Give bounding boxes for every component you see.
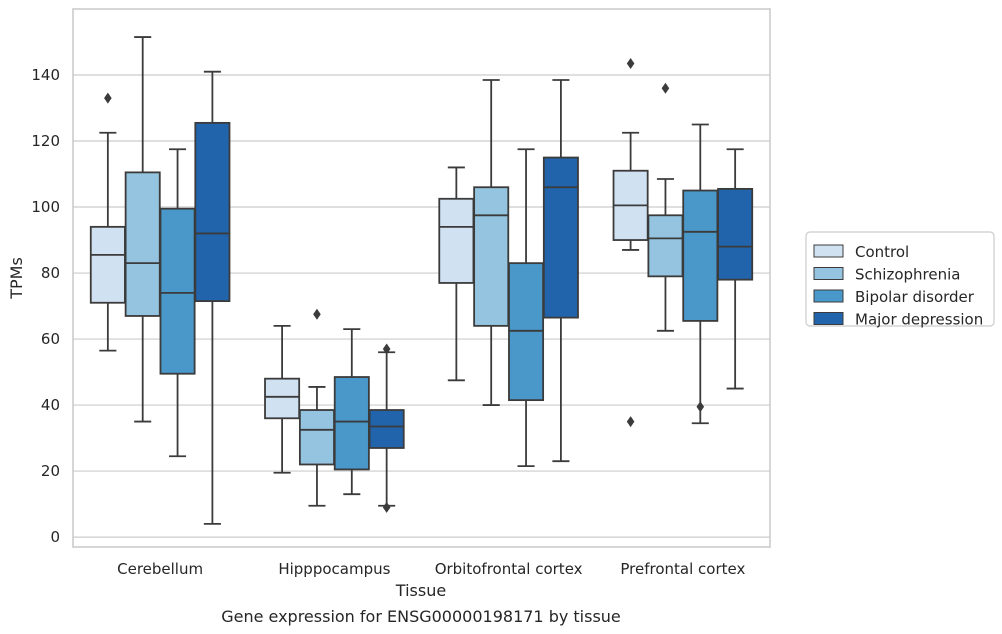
box-schizophrenia-3 bbox=[647, 82, 684, 332]
box-bipolar-disorder-2 bbox=[508, 148, 545, 468]
box-schizophrenia-1 bbox=[298, 308, 335, 507]
iqr-box bbox=[264, 377, 301, 420]
legend-swatch bbox=[813, 289, 844, 303]
y-axis-label: TPMs bbox=[7, 257, 26, 300]
box-bipolar-disorder-3 bbox=[682, 123, 719, 425]
iqr-box bbox=[647, 214, 684, 278]
chart-caption: Gene expression for ENSG00000198171 by t… bbox=[221, 607, 621, 626]
outlier-point bbox=[626, 416, 635, 428]
box-bipolar-disorder-0 bbox=[159, 148, 196, 458]
y-tick-label: 60 bbox=[41, 330, 60, 348]
box-schizophrenia-2 bbox=[473, 79, 510, 406]
iqr-box bbox=[473, 186, 510, 327]
outlier-point bbox=[661, 82, 670, 94]
box-control-1 bbox=[264, 324, 301, 474]
box-plots bbox=[89, 36, 754, 525]
x-tick-label: Cerebellum bbox=[117, 560, 203, 578]
iqr-box bbox=[194, 121, 231, 303]
iqr-box bbox=[438, 197, 475, 284]
x-tick-label: Hipppocampus bbox=[278, 560, 390, 578]
y-tick-label: 80 bbox=[41, 264, 60, 282]
legend-label: Major depression bbox=[855, 311, 983, 329]
outlier-point bbox=[626, 57, 635, 69]
x-tick-labels: Cerebellum Hipppocampus Orbitofrontal cort… bbox=[117, 560, 745, 578]
y-tick-labels: 0 20 40 60 80 100 120 140 bbox=[31, 66, 60, 546]
y-tick-label: 140 bbox=[31, 66, 60, 84]
box-control-2 bbox=[438, 166, 475, 382]
outlier-point bbox=[382, 343, 391, 355]
box-major-depression-1 bbox=[368, 343, 405, 513]
box-control-0 bbox=[89, 92, 126, 352]
y-tick-label: 20 bbox=[41, 462, 60, 480]
legend-label: Schizophrenia bbox=[855, 266, 960, 284]
iqr-box bbox=[717, 187, 754, 281]
box-control-3 bbox=[612, 57, 649, 428]
y-tick-label: 40 bbox=[41, 396, 60, 414]
outlier-point bbox=[104, 92, 112, 104]
x-tick-label: Prefrontal cortex bbox=[620, 560, 745, 578]
iqr-box bbox=[368, 409, 405, 449]
outlier-point bbox=[313, 308, 321, 320]
legend-swatch bbox=[813, 244, 844, 258]
box-major-depression-0 bbox=[194, 70, 231, 525]
y-tick-label: 0 bbox=[50, 528, 60, 546]
x-tick-label: Orbitofrontal cortex bbox=[435, 560, 583, 578]
legend: Control Schizophrenia Bipolar disorder Majo… bbox=[805, 231, 995, 329]
legend-label: Control bbox=[855, 243, 909, 261]
plot-frame bbox=[72, 8, 771, 548]
legend-frame bbox=[805, 231, 995, 327]
box-schizophrenia-0 bbox=[124, 36, 161, 423]
y-tick-label: 100 bbox=[31, 198, 60, 216]
x-axis-label: Tissue bbox=[395, 581, 446, 600]
legend-swatch bbox=[813, 267, 844, 280]
box-major-depression-3 bbox=[717, 148, 754, 390]
box-major-depression-2 bbox=[542, 79, 579, 463]
iqr-box bbox=[89, 225, 126, 304]
legend-label: Bipolar disorder bbox=[855, 288, 975, 306]
iqr-box bbox=[159, 207, 196, 375]
iqr-box bbox=[682, 189, 719, 322]
iqr-box bbox=[542, 156, 579, 319]
iqr-box bbox=[124, 171, 161, 317]
outlier-point bbox=[696, 401, 705, 413]
iqr-box bbox=[298, 409, 335, 466]
iqr-box bbox=[333, 376, 370, 471]
legend-swatch bbox=[813, 312, 844, 325]
box-bipolar-disorder-1 bbox=[333, 328, 370, 496]
y-tick-label: 120 bbox=[31, 132, 60, 150]
outlier-point bbox=[382, 501, 391, 513]
